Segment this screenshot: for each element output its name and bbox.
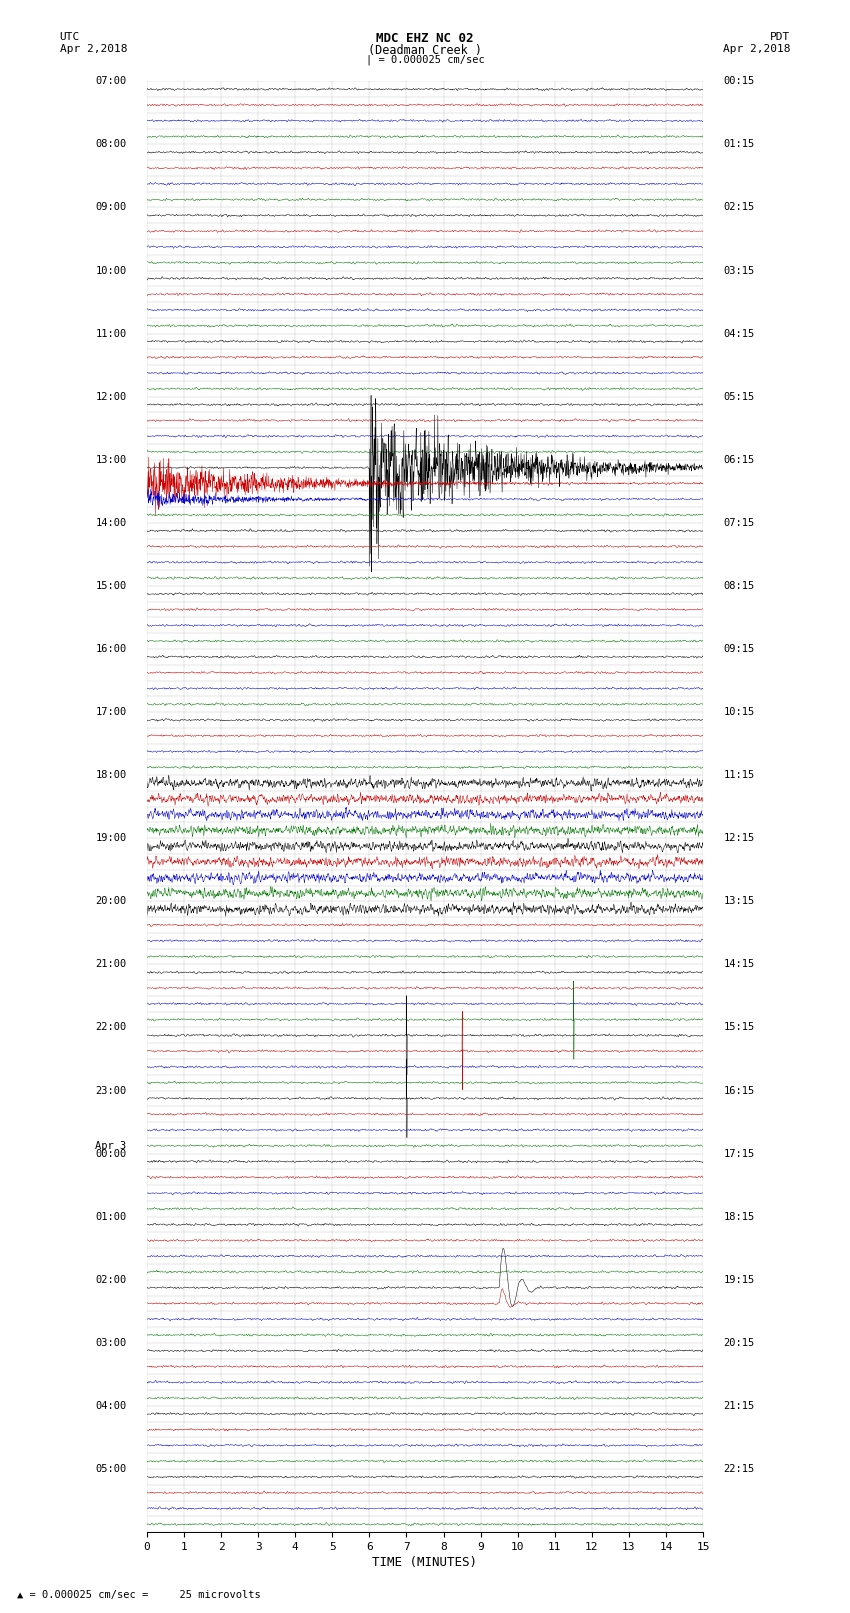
Text: Apr 2,2018: Apr 2,2018 (723, 44, 791, 53)
Text: 22:15: 22:15 (723, 1465, 755, 1474)
Text: Apr 2,2018: Apr 2,2018 (60, 44, 127, 53)
Text: 13:15: 13:15 (723, 897, 755, 907)
Text: 00:00: 00:00 (95, 1148, 127, 1158)
Text: 23:00: 23:00 (95, 1086, 127, 1095)
Text: Apr 3: Apr 3 (95, 1142, 127, 1152)
Text: (Deadman Creek ): (Deadman Creek ) (368, 44, 482, 56)
Text: 01:15: 01:15 (723, 139, 755, 150)
Text: 11:00: 11:00 (95, 329, 127, 339)
Text: 17:15: 17:15 (723, 1148, 755, 1158)
Text: 04:15: 04:15 (723, 329, 755, 339)
Text: | = 0.000025 cm/sec: | = 0.000025 cm/sec (366, 55, 484, 66)
Text: PDT: PDT (770, 32, 790, 42)
Text: 03:15: 03:15 (723, 266, 755, 276)
Text: 05:15: 05:15 (723, 392, 755, 402)
Text: 02:15: 02:15 (723, 203, 755, 213)
Text: MDC EHZ NC 02: MDC EHZ NC 02 (377, 32, 473, 45)
Text: 06:15: 06:15 (723, 455, 755, 465)
Text: 12:00: 12:00 (95, 392, 127, 402)
Text: 03:00: 03:00 (95, 1337, 127, 1348)
Text: 09:15: 09:15 (723, 644, 755, 653)
Text: 18:15: 18:15 (723, 1211, 755, 1221)
Text: 10:15: 10:15 (723, 706, 755, 718)
Text: 19:00: 19:00 (95, 834, 127, 844)
X-axis label: TIME (MINUTES): TIME (MINUTES) (372, 1557, 478, 1569)
Text: 20:00: 20:00 (95, 897, 127, 907)
Text: 14:00: 14:00 (95, 518, 127, 527)
Text: 16:15: 16:15 (723, 1086, 755, 1095)
Text: 12:15: 12:15 (723, 834, 755, 844)
Text: ▲ = 0.000025 cm/sec =     25 microvolts: ▲ = 0.000025 cm/sec = 25 microvolts (17, 1590, 261, 1600)
Text: 11:15: 11:15 (723, 769, 755, 781)
Text: 02:00: 02:00 (95, 1274, 127, 1286)
Text: 01:00: 01:00 (95, 1211, 127, 1221)
Text: 21:00: 21:00 (95, 960, 127, 969)
Text: UTC: UTC (60, 32, 80, 42)
Text: 14:15: 14:15 (723, 960, 755, 969)
Text: 00:15: 00:15 (723, 76, 755, 85)
Text: 07:00: 07:00 (95, 76, 127, 85)
Text: 19:15: 19:15 (723, 1274, 755, 1286)
Text: 10:00: 10:00 (95, 266, 127, 276)
Text: 05:00: 05:00 (95, 1465, 127, 1474)
Text: 17:00: 17:00 (95, 706, 127, 718)
Text: 15:15: 15:15 (723, 1023, 755, 1032)
Text: 04:00: 04:00 (95, 1402, 127, 1411)
Text: 13:00: 13:00 (95, 455, 127, 465)
Text: 08:00: 08:00 (95, 139, 127, 150)
Text: 08:15: 08:15 (723, 581, 755, 590)
Text: 07:15: 07:15 (723, 518, 755, 527)
Text: 22:00: 22:00 (95, 1023, 127, 1032)
Text: 18:00: 18:00 (95, 769, 127, 781)
Text: 20:15: 20:15 (723, 1337, 755, 1348)
Text: 21:15: 21:15 (723, 1402, 755, 1411)
Text: 15:00: 15:00 (95, 581, 127, 590)
Text: 09:00: 09:00 (95, 203, 127, 213)
Text: 16:00: 16:00 (95, 644, 127, 653)
